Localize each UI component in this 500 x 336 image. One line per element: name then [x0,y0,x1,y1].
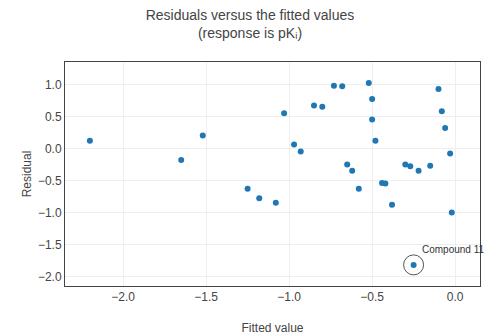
svg-text:Fitted value: Fitted value [241,321,303,335]
svg-text:−2.0: −2.0 [111,290,135,304]
svg-text:Residual: Residual [20,151,34,198]
svg-text:1.0: 1.0 [45,78,62,92]
svg-text:0.0: 0.0 [447,290,464,304]
svg-text:−1.0: −1.0 [277,290,301,304]
svg-text:−1.5: −1.5 [38,238,62,252]
svg-text:−1.0: −1.0 [38,206,62,220]
svg-text:0.5: 0.5 [45,110,62,124]
svg-text:0.0: 0.0 [45,142,62,156]
svg-text:Compound 11: Compound 11 [422,244,485,255]
svg-text:−0.5: −0.5 [360,290,384,304]
svg-text:Residuals versus the fitted va: Residuals versus the fitted values(respo… [146,7,355,41]
svg-text:−2.0: −2.0 [38,270,62,284]
svg-text:−0.5: −0.5 [38,174,62,188]
svg-text:−1.5: −1.5 [194,290,218,304]
